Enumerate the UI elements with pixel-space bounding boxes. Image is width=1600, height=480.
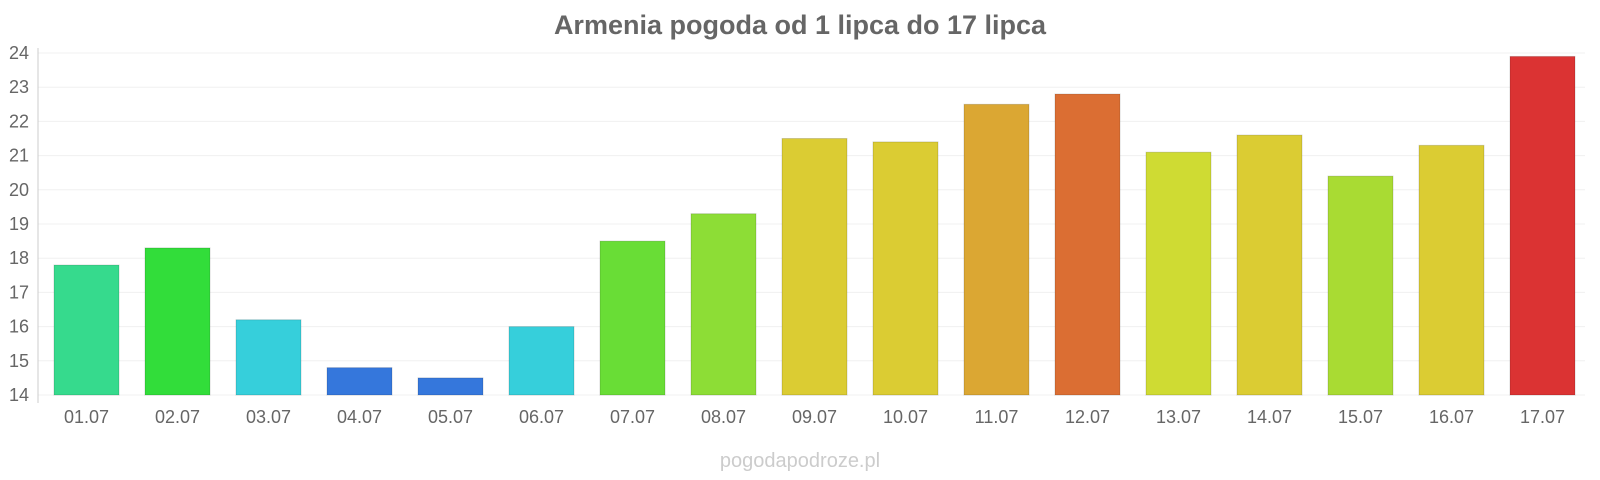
y-tick-label: 23 (9, 77, 29, 97)
bar-11.07 (963, 103, 1030, 396)
bar-07.07 (599, 240, 666, 396)
bar-14.07 (1236, 134, 1303, 396)
x-tick-label: 09.07 (792, 407, 837, 427)
bar-05.07 (417, 377, 484, 396)
bar-17.07 (1509, 55, 1576, 396)
bar-09.07 (781, 138, 848, 396)
y-tick-label: 21 (9, 146, 29, 166)
y-tick-label: 14 (9, 385, 29, 405)
y-tick-label: 24 (9, 43, 29, 63)
bar-06.07 (508, 326, 575, 396)
x-tick-label: 17.07 (1520, 407, 1565, 427)
bar-08.07 (690, 213, 757, 396)
bar-10.07 (872, 141, 939, 396)
bar-04.07 (326, 367, 393, 396)
y-tick-label: 15 (9, 351, 29, 371)
x-tick-label: 10.07 (883, 407, 928, 427)
x-tick-labels: 01.07 02.07 03.07 04.07 05.07 06.07 07.07 08.07… (64, 407, 1565, 427)
x-tick-label: 16.07 (1429, 407, 1474, 427)
bar-03.07 (235, 319, 302, 396)
bar-02.07 (144, 247, 211, 396)
x-tick-label: 01.07 (64, 407, 109, 427)
y-tick-labels: 14 15 16 17 18 19 20 21 22 23 24 (9, 43, 29, 405)
y-tick-label: 19 (9, 214, 29, 234)
x-tick-label: 08.07 (701, 407, 746, 427)
x-tick-label: 07.07 (610, 407, 655, 427)
y-tick-label: 22 (9, 111, 29, 131)
x-tick-label: 03.07 (246, 407, 291, 427)
bar-16.07 (1418, 144, 1485, 396)
watermark: pogodapodroze.pl (719, 450, 881, 472)
x-tick-label: 13.07 (1156, 407, 1201, 427)
bar-13.07 (1145, 151, 1212, 396)
x-tick-label: 02.07 (155, 407, 200, 427)
y-tick-label: 20 (9, 180, 29, 200)
x-tick-label: 04.07 (337, 407, 382, 427)
x-tick-label: 15.07 (1338, 407, 1383, 427)
y-tick-label: 18 (9, 248, 29, 268)
x-tick-label: 12.07 (1065, 407, 1110, 427)
bar-15.07 (1327, 175, 1394, 396)
x-tick-label: 05.07 (428, 407, 473, 427)
chart-title: Armenia pogoda od 1 lipca do 17 lipca (553, 10, 1047, 40)
x-tick-label: 11.07 (975, 407, 1019, 427)
y-tick-label: 17 (9, 282, 29, 302)
x-tick-label: 14.07 (1247, 407, 1292, 427)
bar-01.07 (53, 264, 120, 396)
bars (53, 55, 1576, 396)
x-tick-label: 06.07 (519, 407, 564, 427)
y-tick-label: 16 (9, 317, 29, 337)
bar-12.07 (1054, 93, 1121, 396)
